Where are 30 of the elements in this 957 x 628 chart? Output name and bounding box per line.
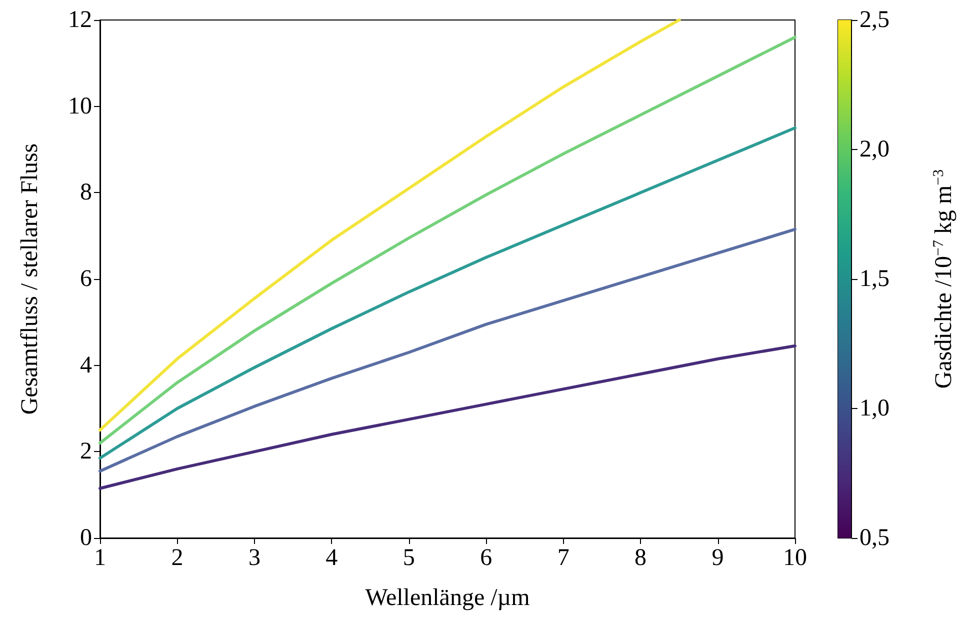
- x-tick-label: 7: [557, 545, 570, 571]
- y-tick-label: 4: [80, 352, 92, 378]
- color-bar-label: 0,5: [860, 525, 890, 551]
- x-tick-label: 8: [634, 545, 647, 571]
- y-tick-label: 10: [68, 93, 92, 120]
- x-tick-label: 5: [402, 545, 415, 571]
- x-tick-label: 10: [783, 545, 807, 571]
- y-axis-title: Gesamtfluss / stellarer Fluss: [17, 143, 43, 415]
- y-tick-label: 0: [80, 525, 92, 551]
- x-tick-label: 3: [248, 545, 260, 571]
- y-tick-label: 8: [80, 180, 92, 206]
- x-tick-label: 9: [712, 545, 724, 571]
- color-bar-label: 2,0: [860, 136, 890, 162]
- y-tick-label: 12: [68, 7, 92, 33]
- line-series: [98, 18, 681, 432]
- y-tick-label: 2: [80, 438, 92, 465]
- x-tick-label: 1: [94, 545, 106, 571]
- color-bar-label: 1,5: [860, 266, 890, 292]
- color-bar-title: Gasdichte /10−7 kg m−3: [931, 169, 957, 389]
- y-tick-label: 6: [80, 266, 92, 292]
- line-series: [98, 126, 796, 460]
- x-tick-label: 6: [480, 545, 492, 571]
- color-bar-label: 2,5: [860, 7, 890, 33]
- color-bar-label: 1,0: [860, 396, 890, 422]
- x-axis-title: Wellenlänge /µm: [365, 585, 530, 611]
- x-tick-label: 4: [326, 545, 338, 571]
- x-tick-label: 2: [171, 545, 184, 571]
- line-series: [98, 228, 796, 473]
- line-series: [98, 36, 796, 445]
- line-series: [98, 344, 796, 490]
